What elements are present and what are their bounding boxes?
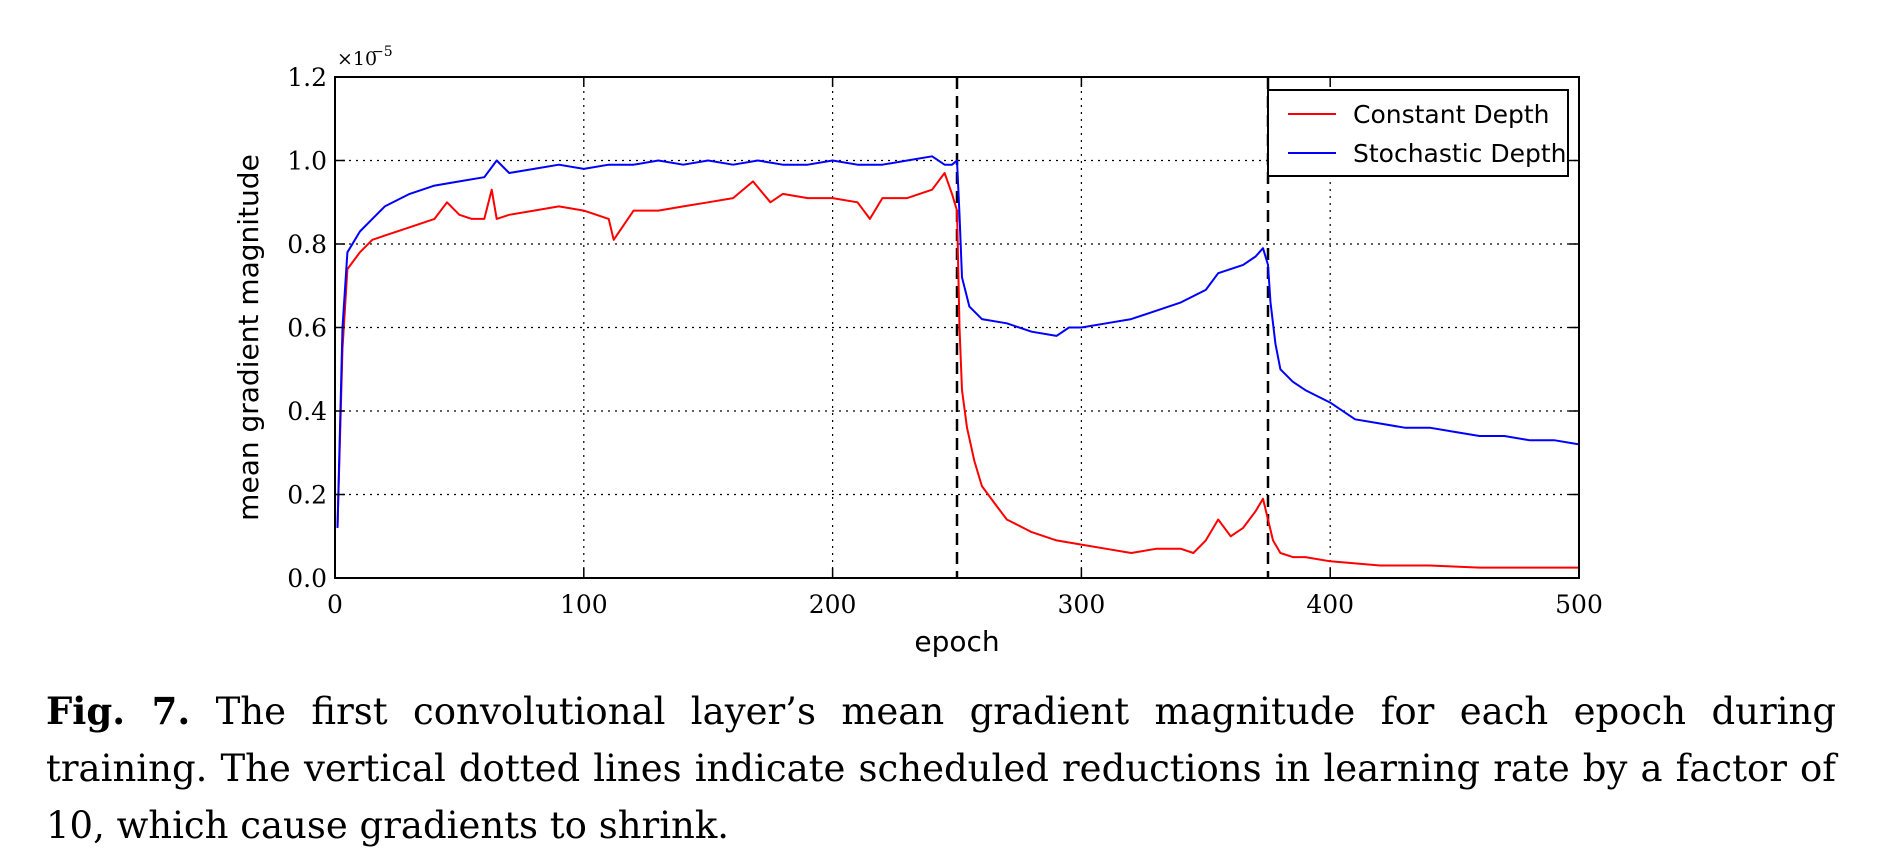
y-multiplier-exponent: −5 (372, 44, 393, 60)
x-tick-label: 300 (1058, 590, 1106, 619)
x-tick-label: 100 (560, 590, 608, 619)
series-line-stochastic-depth (336, 155, 1580, 528)
y-tick-label: 1.0 (287, 147, 327, 176)
x-tick-label: 0 (327, 590, 343, 619)
x-tick-label: 200 (809, 590, 857, 619)
series-line-constant-depth (336, 172, 1579, 569)
legend-label-constant-depth: Constant Depth (1353, 100, 1549, 129)
series-lines (336, 155, 1580, 569)
x-tick-label: 400 (1306, 590, 1354, 619)
y-tick-label: 0.8 (287, 230, 327, 259)
x-tick-label: 500 (1555, 590, 1603, 619)
chart: 0 100 200 300 400 500 0.0 0.2 0.4 0.6 0.8 1.0 1.2 ×1… (232, 44, 1603, 658)
axis-ticks: 0 100 200 300 400 500 0.0 0.2 0.4 0.6 0.8 1.0 1.2 (287, 63, 1603, 619)
y-tick-label: 1.2 (287, 63, 327, 92)
y-tick-label: 0.6 (287, 314, 327, 343)
caption-label: Fig. 7. (46, 689, 191, 733)
y-multiplier: ×10 −5 (337, 44, 393, 70)
y-tick-label: 0.0 (287, 564, 327, 593)
legend-box (1267, 89, 1569, 177)
y-axis-label: mean gradient magnitude (232, 154, 265, 521)
figure-caption: Fig. 7. The first convolutional layer’s … (46, 683, 1836, 854)
y-tick-label: 0.2 (287, 481, 327, 510)
caption-text: The first convolutional layer’s mean gra… (46, 690, 1836, 847)
y-multiplier-base: ×10 (337, 48, 377, 70)
y-tick-label: 0.4 (287, 397, 327, 426)
legend: Constant Depth Stochastic Depth (1267, 89, 1569, 177)
legend-label-stochastic-depth: Stochastic Depth (1353, 139, 1567, 168)
x-axis-label: epoch (914, 625, 999, 658)
